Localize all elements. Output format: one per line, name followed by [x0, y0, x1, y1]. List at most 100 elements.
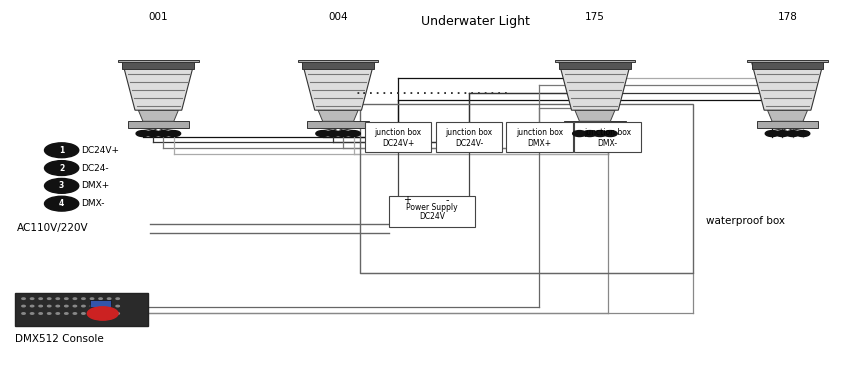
Polygon shape — [298, 60, 378, 62]
Circle shape — [765, 131, 779, 137]
Circle shape — [116, 313, 120, 314]
Circle shape — [796, 131, 810, 137]
Circle shape — [39, 305, 43, 307]
Bar — [389, 196, 475, 227]
Text: 4: 4 — [59, 199, 64, 208]
Circle shape — [65, 298, 68, 299]
Circle shape — [326, 131, 340, 137]
Circle shape — [56, 298, 60, 299]
Circle shape — [39, 313, 43, 314]
Polygon shape — [122, 62, 194, 69]
Bar — [360, 104, 693, 273]
Text: DMX512 Console: DMX512 Console — [15, 334, 104, 344]
Circle shape — [99, 298, 103, 299]
Circle shape — [73, 305, 77, 307]
Text: 004: 004 — [329, 12, 348, 22]
Polygon shape — [555, 60, 635, 62]
Circle shape — [73, 313, 77, 314]
Circle shape — [45, 143, 79, 158]
Circle shape — [48, 298, 51, 299]
Polygon shape — [575, 110, 615, 121]
Circle shape — [146, 131, 160, 137]
Text: 3: 3 — [59, 181, 64, 190]
Text: junction box: junction box — [515, 128, 563, 137]
Circle shape — [99, 305, 103, 307]
Text: DMX+: DMX+ — [81, 181, 110, 190]
Polygon shape — [768, 110, 807, 121]
Circle shape — [583, 131, 597, 137]
Circle shape — [157, 131, 170, 137]
Circle shape — [31, 298, 34, 299]
Circle shape — [108, 313, 111, 314]
Text: 1: 1 — [59, 146, 64, 155]
Circle shape — [22, 298, 26, 299]
Bar — [365, 122, 431, 152]
Circle shape — [31, 313, 34, 314]
Circle shape — [91, 298, 94, 299]
Text: 2: 2 — [59, 164, 64, 173]
Bar — [307, 121, 369, 128]
Circle shape — [316, 131, 330, 137]
Circle shape — [593, 131, 607, 137]
Text: junction box: junction box — [584, 128, 632, 137]
Bar — [757, 121, 818, 128]
Polygon shape — [752, 62, 823, 69]
Circle shape — [22, 313, 26, 314]
Text: +: + — [402, 196, 411, 205]
Circle shape — [116, 305, 120, 307]
Circle shape — [167, 131, 181, 137]
Text: 001: 001 — [149, 12, 168, 22]
Bar — [574, 122, 641, 152]
Circle shape — [573, 131, 586, 137]
Text: junction box: junction box — [374, 128, 422, 137]
Text: DC24-: DC24- — [81, 164, 109, 173]
Circle shape — [347, 131, 360, 137]
Circle shape — [56, 305, 60, 307]
Circle shape — [786, 131, 800, 137]
Circle shape — [48, 313, 51, 314]
Polygon shape — [302, 62, 374, 69]
Circle shape — [136, 131, 150, 137]
Circle shape — [91, 313, 94, 314]
Circle shape — [87, 307, 118, 320]
Text: DC24V: DC24V — [419, 212, 445, 221]
Circle shape — [108, 305, 111, 307]
Circle shape — [108, 298, 111, 299]
Circle shape — [82, 313, 86, 314]
Circle shape — [31, 305, 34, 307]
Polygon shape — [318, 110, 358, 121]
Circle shape — [73, 298, 77, 299]
Circle shape — [82, 305, 86, 307]
Circle shape — [45, 196, 79, 211]
Bar — [506, 122, 573, 152]
Bar — [90, 300, 111, 307]
Bar — [128, 121, 189, 128]
Circle shape — [56, 313, 60, 314]
Polygon shape — [139, 110, 178, 121]
Text: 175: 175 — [585, 12, 605, 22]
Circle shape — [116, 298, 120, 299]
Text: Power Supply: Power Supply — [407, 203, 458, 212]
Circle shape — [65, 305, 68, 307]
Text: DC24V-: DC24V- — [455, 139, 484, 148]
Text: DMX-: DMX- — [81, 199, 104, 208]
Text: junction box: junction box — [445, 128, 493, 137]
Text: DMX+: DMX+ — [527, 139, 551, 148]
Circle shape — [65, 313, 68, 314]
Circle shape — [39, 298, 43, 299]
Circle shape — [91, 305, 94, 307]
Text: waterproof box: waterproof box — [706, 216, 785, 226]
Circle shape — [603, 131, 617, 137]
Polygon shape — [122, 62, 194, 110]
Polygon shape — [118, 60, 199, 62]
Text: DC24V+: DC24V+ — [81, 146, 119, 155]
Polygon shape — [302, 62, 374, 110]
Text: DMX-: DMX- — [597, 139, 618, 148]
Circle shape — [45, 161, 79, 175]
Text: 178: 178 — [777, 12, 798, 22]
Circle shape — [48, 305, 51, 307]
Polygon shape — [747, 60, 828, 62]
Circle shape — [336, 131, 350, 137]
Circle shape — [776, 131, 789, 137]
Polygon shape — [559, 62, 631, 110]
